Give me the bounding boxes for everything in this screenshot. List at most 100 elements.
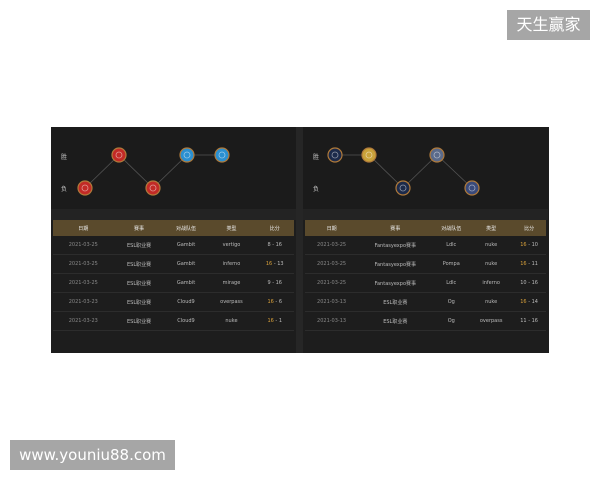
opponent-cell: Og xyxy=(432,311,471,331)
score-cell: 10 - 16 xyxy=(512,273,546,293)
win-label: 胜 xyxy=(61,154,68,161)
date-cell: 2021-03-25 xyxy=(53,273,114,293)
team-logo-icon[interactable] xyxy=(77,180,93,196)
event-cell: ESL职业赛 xyxy=(358,311,433,331)
date-cell: 2021-03-25 xyxy=(305,254,359,274)
score-cell: 16 - 14 xyxy=(512,292,546,312)
score-cell: 16 - 10 xyxy=(512,236,546,255)
score-cell: 16 - 13 xyxy=(255,254,294,274)
divider xyxy=(296,127,303,353)
score-opponent: 16 xyxy=(531,318,538,324)
column-header: 类型 xyxy=(207,220,256,236)
column-header: 日期 xyxy=(53,220,114,236)
date-cell: 2021-03-13 xyxy=(305,311,359,331)
opponent-cell: Gambit xyxy=(164,273,208,293)
score-cell: 8 - 16 xyxy=(255,236,294,255)
column-header: 比分 xyxy=(255,220,294,236)
match-table: 日期 赛事 对战队伍 类型 比分 2021-03-25 Fantasyexpo赛事 Ldlc n… xyxy=(305,220,546,331)
event-cell: ESL职业赛 xyxy=(113,292,165,312)
table-row[interactable]: 2021-03-25 ESL职业赛 Gambit inferno 16 - 13 xyxy=(53,254,294,274)
team-logo-icon[interactable] xyxy=(464,180,480,196)
team-logo-icon[interactable] xyxy=(327,147,343,163)
event-cell: Fantasyexpo赛事 xyxy=(358,254,433,274)
score-own: 16 xyxy=(267,299,274,305)
table-row[interactable]: 2021-03-25 Fantasyexpo赛事 Ldlc inferno 10 - 1… xyxy=(305,273,546,293)
score-opponent: 14 xyxy=(531,299,538,305)
table-row[interactable]: 2021-03-25 ESL职业赛 Gambit mirage 9 - 16 xyxy=(53,273,294,293)
spacer xyxy=(303,209,548,220)
map-cell: mirage xyxy=(207,273,256,293)
column-header: 类型 xyxy=(470,220,513,236)
event-cell: ESL职业赛 xyxy=(113,273,165,293)
table-row[interactable]: 2021-03-23 ESL职业赛 Cloud9 overpass 16 - 6 xyxy=(53,292,294,312)
score-opponent: 1 xyxy=(278,318,282,324)
score-own: 16 xyxy=(520,242,527,248)
score-cell: 9 - 16 xyxy=(255,273,294,293)
team-logo-icon[interactable] xyxy=(429,147,445,163)
team-logo-icon[interactable] xyxy=(214,147,230,163)
score-own: 11 xyxy=(520,318,527,324)
event-cell: ESL职业赛 xyxy=(113,311,165,331)
team-right-history: 胜负日期 赛事 对战队伍 类型 比分 2021-03-25 Fantasyexpo赛事 Ldl… xyxy=(303,127,548,353)
date-cell: 2021-03-13 xyxy=(305,292,359,312)
lose-label: 负 xyxy=(61,186,68,193)
score-opponent: 16 xyxy=(275,242,282,248)
opponent-cell: Pompa xyxy=(432,254,471,274)
opponent-cell: Gambit xyxy=(164,254,208,274)
map-cell: overpass xyxy=(207,292,256,312)
table-row[interactable]: 2021-03-25 ESL职业赛 Gambit vertigo 8 - 16 xyxy=(53,236,294,255)
win-loss-line xyxy=(327,147,480,196)
win-loss-line xyxy=(77,147,230,196)
event-cell: ESL职业赛 xyxy=(113,254,165,274)
opponent-cell: Gambit xyxy=(164,236,208,255)
date-cell: 2021-03-25 xyxy=(305,273,359,293)
score-own: 8 xyxy=(267,242,271,248)
win-loss-chart: 胜负 xyxy=(303,127,548,209)
spacer xyxy=(51,209,296,220)
date-cell: 2021-03-25 xyxy=(53,236,114,255)
team-logo-icon[interactable] xyxy=(111,147,127,163)
event-cell: ESL职业赛 xyxy=(358,292,433,312)
column-header: 对战队伍 xyxy=(164,220,208,236)
score-opponent: 11 xyxy=(531,261,538,267)
opponent-cell: Og xyxy=(432,292,471,312)
win-loss-chart: 胜负 xyxy=(51,127,296,209)
score-own: 16 xyxy=(520,261,527,267)
score-cell: 16 - 11 xyxy=(512,254,546,274)
team-logo-icon[interactable] xyxy=(179,147,195,163)
table-row[interactable]: 2021-03-25 Fantasyexpo赛事 Pompa nuke 16 - 11 xyxy=(305,254,546,274)
score-own: 10 xyxy=(520,280,527,286)
team-logo-icon[interactable] xyxy=(361,147,377,163)
date-cell: 2021-03-25 xyxy=(305,236,359,255)
opponent-cell: Ldlc xyxy=(432,273,471,293)
date-cell: 2021-03-23 xyxy=(53,311,114,331)
team-left-history: 胜负日期 赛事 对战队伍 类型 比分 2021-03-25 ESL职业赛 Gambit vert… xyxy=(51,127,296,353)
score-opponent: 10 xyxy=(531,242,538,248)
score-opponent: 16 xyxy=(531,280,538,286)
team-logo-icon[interactable] xyxy=(395,180,411,196)
column-header: 日期 xyxy=(305,220,359,236)
column-header: 对战队伍 xyxy=(432,220,471,236)
watermark-bottom: www.youniu88.com xyxy=(10,440,175,470)
map-cell: inferno xyxy=(207,254,256,274)
score-own: 16 xyxy=(267,318,274,324)
score-cell: 11 - 16 xyxy=(512,311,546,331)
map-cell: nuke xyxy=(470,236,513,255)
score-own: 9 xyxy=(267,280,271,286)
score-own: 16 xyxy=(520,299,527,305)
score-opponent: 6 xyxy=(278,299,282,305)
team-logo-icon[interactable] xyxy=(145,180,161,196)
match-history-panel: 胜负日期 赛事 对战队伍 类型 比分 2021-03-25 ESL职业赛 Gambit vert… xyxy=(51,127,549,353)
opponent-cell: Ldlc xyxy=(432,236,471,255)
table-row[interactable]: 2021-03-25 Fantasyexpo赛事 Ldlc nuke 16 - 10 xyxy=(305,236,546,255)
map-cell: overpass xyxy=(470,311,513,331)
score-cell: 16 - 1 xyxy=(255,311,294,331)
table-row[interactable]: 2021-03-13 ESL职业赛 Og overpass 11 - 16 xyxy=(305,311,546,331)
map-cell: vertigo xyxy=(207,236,256,255)
score-own: 16 xyxy=(265,261,273,267)
win-label: 胜 xyxy=(313,154,320,161)
score-cell: 16 - 6 xyxy=(255,292,294,312)
map-cell: nuke xyxy=(207,311,256,331)
table-row[interactable]: 2021-03-23 ESL职业赛 Cloud9 nuke 16 - 1 xyxy=(53,311,294,331)
table-row[interactable]: 2021-03-13 ESL职业赛 Og nuke 16 - 14 xyxy=(305,292,546,312)
